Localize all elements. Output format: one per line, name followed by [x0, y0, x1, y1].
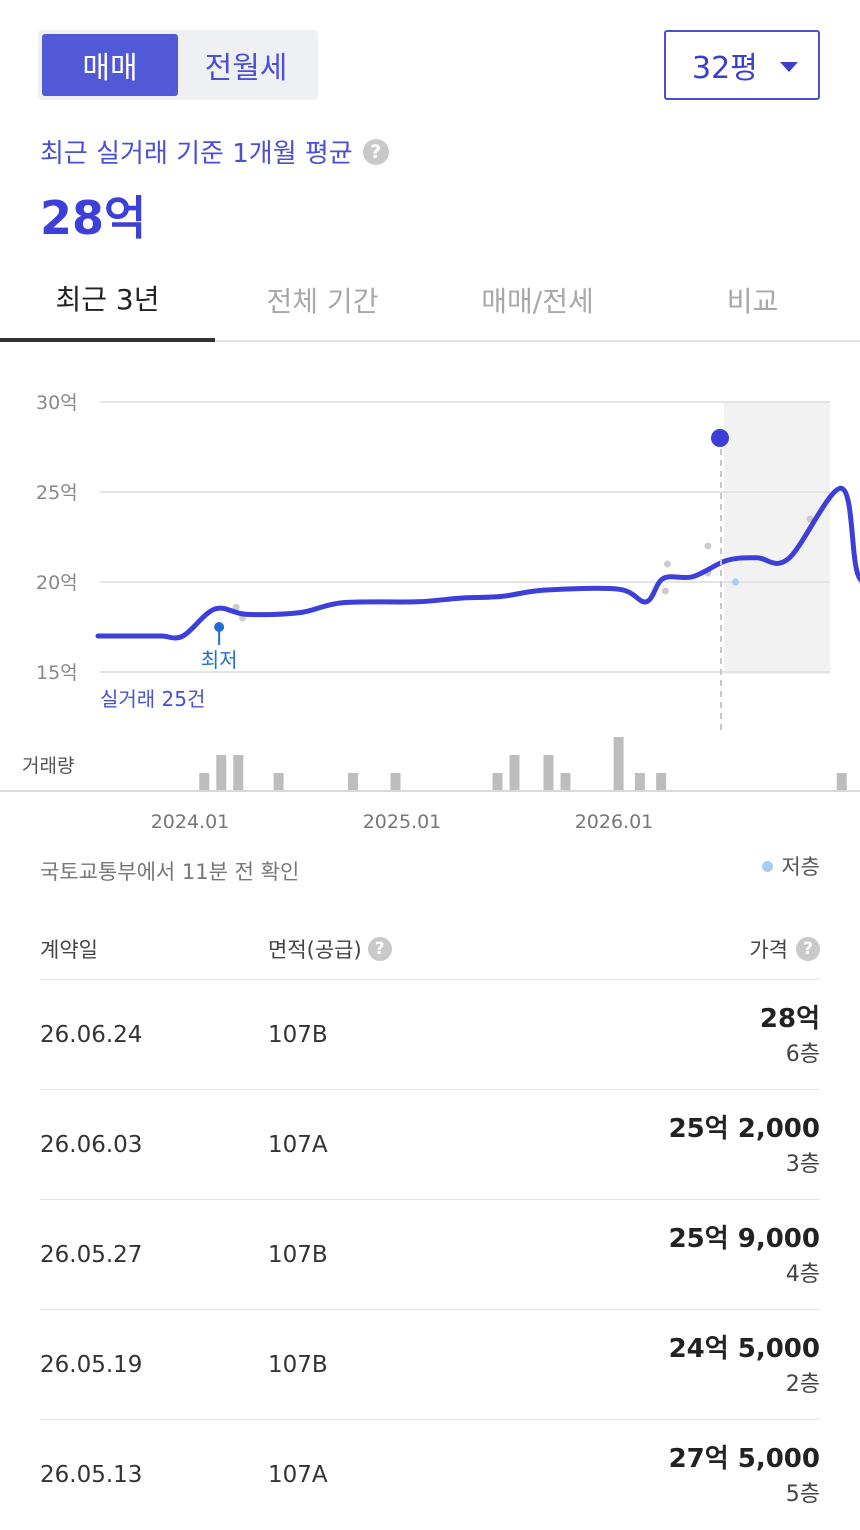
row-area: 107B — [268, 1352, 328, 1378]
volume-bar — [560, 773, 571, 791]
trade-count-label: 실거래 25건 — [100, 687, 205, 711]
y-tick-label: 25억 — [36, 482, 78, 504]
period-tabs: 최근 3년 전체 기간 매매/전세 비교 — [0, 258, 860, 342]
volume-bar — [273, 773, 284, 791]
help-icon[interactable]: ? — [367, 937, 392, 961]
volume-bar — [543, 755, 554, 791]
price-chart[interactable]: 30억 25억 20억 15억 2024.01 2025.01 2026.01 실거래 25건… — [0, 342, 860, 833]
row-date: 26.05.13 — [40, 1462, 143, 1488]
row-price: 25억 2,000 — [668, 1114, 820, 1144]
min-point — [214, 622, 225, 632]
y-tick-label: 30억 — [36, 392, 78, 414]
header-price: 가격 ? — [749, 934, 820, 964]
source-note: 국토교통부에서 11분 전 확인 — [40, 860, 300, 884]
volume-bar — [492, 773, 503, 791]
volume-bar — [233, 755, 244, 791]
row-floor: 3층 — [785, 1152, 820, 1177]
y-tick-label: 20억 — [36, 572, 78, 594]
caret-down-icon — [780, 62, 798, 72]
table-row[interactable]: 26.05.27 107B 25억 9,000 4층 — [40, 1200, 820, 1310]
table-header: 계약일 면적(공급) ? 가격 ? — [40, 912, 820, 980]
x-tick-label: 2024.01 — [151, 811, 230, 833]
volume-bar — [656, 773, 667, 791]
volume-bar — [634, 773, 645, 791]
row-price: 28억 — [759, 1004, 820, 1034]
area-select[interactable]: 32평 — [664, 30, 820, 100]
row-area: 107B — [268, 1242, 328, 1268]
volume-bar — [390, 773, 401, 791]
x-tick-label: 2025.01 — [363, 811, 442, 833]
row-date: 26.06.03 — [40, 1132, 143, 1158]
row-floor: 2층 — [785, 1372, 820, 1397]
volume-bar — [613, 737, 624, 791]
row-date: 26.05.19 — [40, 1352, 143, 1378]
future-area — [724, 402, 830, 674]
row-area: 107A — [268, 1132, 328, 1158]
row-price: 27억 5,000 — [668, 1444, 820, 1474]
current-point — [711, 429, 729, 447]
table-row[interactable]: 26.06.03 107A 25억 2,000 3층 — [40, 1090, 820, 1200]
header-area: 면적(공급) ? — [268, 934, 392, 964]
price-line — [95, 485, 860, 641]
trade-point — [664, 560, 671, 568]
low-floor-trade-point — [732, 578, 739, 586]
min-label: 최저 — [201, 648, 238, 672]
rent-toggle-button[interactable]: 전월세 — [204, 51, 288, 86]
header-area-label: 면적(공급) — [268, 938, 362, 962]
trade-type-toggle: 매매 전월세 — [38, 30, 318, 100]
volume-bar — [216, 755, 227, 791]
row-area: 107A — [268, 1462, 328, 1488]
low-floor-dot-icon — [762, 860, 774, 872]
legend-low-floor: 저층 — [762, 851, 820, 881]
row-date: 26.06.24 — [40, 1022, 143, 1048]
x-tick-label: 2026.01 — [575, 811, 654, 833]
average-label-text: 최근 실거래 기준 1개월 평균 — [40, 139, 353, 169]
help-icon[interactable]: ? — [796, 937, 820, 961]
row-area: 107B — [268, 1022, 328, 1048]
average-label: 최근 실거래 기준 1개월 평균 ? — [40, 133, 389, 170]
volume-bar — [509, 755, 520, 791]
average-price: 28억 — [40, 191, 147, 245]
header-date: 계약일 — [40, 938, 98, 962]
table-row[interactable]: 26.06.24 107B 28억 6층 — [40, 980, 820, 1090]
area-select-value: 32평 — [692, 51, 758, 86]
tab-all-period[interactable]: 전체 기간 — [266, 285, 379, 318]
tab-compare[interactable]: 비교 — [726, 285, 779, 318]
help-icon[interactable]: ? — [362, 138, 389, 165]
header-price-label: 가격 — [749, 938, 788, 962]
legend-low-floor-label: 저층 — [781, 855, 820, 879]
sale-toggle-button[interactable]: 매매 — [42, 34, 178, 96]
row-price: 25억 9,000 — [668, 1224, 820, 1254]
tab-sale-jeonse[interactable]: 매매/전세 — [481, 285, 594, 318]
volume-label: 거래량 — [22, 755, 74, 777]
row-floor: 5층 — [785, 1482, 820, 1507]
price-chart-svg: 30억 25억 20억 15억 2024.01 2025.01 2026.01 실거래 25건… — [0, 392, 860, 833]
y-tick-label: 15억 — [36, 662, 78, 684]
table-row[interactable]: 26.05.13 107A 27억 5,000 5층 — [40, 1420, 820, 1530]
row-floor: 4층 — [785, 1262, 820, 1287]
row-price: 24억 5,000 — [668, 1334, 820, 1364]
trade-point — [704, 542, 712, 550]
volume-bar — [199, 773, 210, 791]
table-row[interactable]: 26.05.19 107B 24억 5,000 2층 — [40, 1310, 820, 1420]
row-date: 26.05.27 — [40, 1242, 143, 1268]
row-floor: 6층 — [785, 1042, 820, 1067]
trade-point — [661, 587, 669, 595]
volume-bar — [348, 773, 358, 791]
tab-recent-3y[interactable]: 최근 3년 — [0, 258, 215, 342]
volume-bar — [836, 773, 847, 791]
trade-point — [232, 603, 240, 611]
